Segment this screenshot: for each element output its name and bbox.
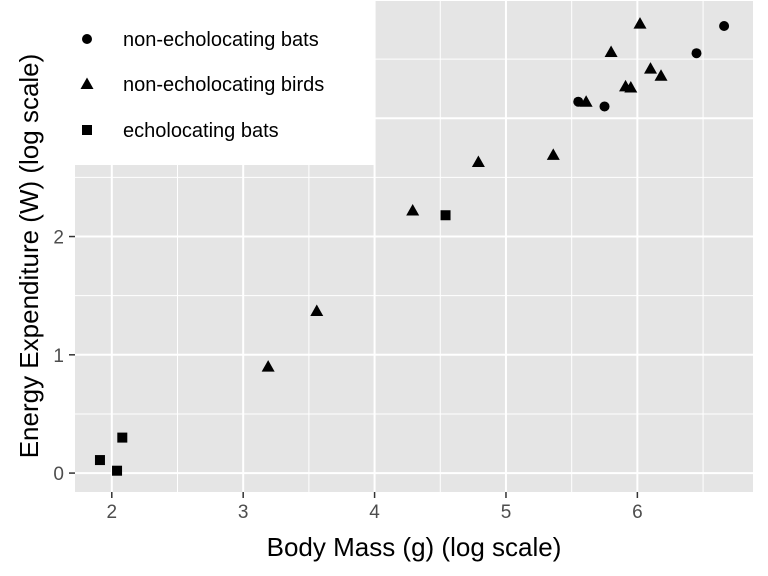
triangle-point: [654, 69, 668, 81]
x-tick-label: 6: [632, 502, 643, 523]
triangle-point: [624, 81, 638, 93]
x-tick-label: 3: [238, 502, 249, 523]
legend: non-echolocating bats non-echolocating bi…: [62, 0, 375, 165]
square-point: [94, 455, 105, 466]
x-tick-label: 2: [107, 502, 118, 523]
y-tick-label: 0: [53, 464, 64, 485]
triangle-point: [261, 360, 275, 372]
data-points: [94, 17, 730, 476]
circle-point: [573, 96, 584, 107]
triangle-point: [406, 204, 420, 216]
legend-square-key: [82, 125, 92, 135]
circle-point: [691, 48, 702, 59]
y-tick-label: 2: [53, 228, 64, 249]
square-point: [440, 210, 451, 221]
legend-label: echolocating bats: [123, 120, 279, 142]
triangle-point: [471, 155, 485, 168]
circle-point: [719, 21, 730, 32]
legend-background: [62, 0, 375, 165]
triangle-point: [546, 148, 560, 160]
legend-circle-key: [82, 34, 92, 44]
legend-label: non-echolocating birds: [123, 74, 324, 96]
y-axis-title: Energy Expenditure (W) (log scale): [14, 54, 44, 459]
legend-label: non-echolocating bats: [123, 29, 319, 51]
x-axis-title: Body Mass (g) (log scale): [267, 532, 562, 562]
square-point: [117, 432, 128, 443]
x-tick-label: 5: [501, 502, 512, 523]
triangle-point: [604, 45, 618, 58]
square-point: [112, 465, 123, 476]
y-axis-ticks: 0 1 2: [53, 228, 75, 485]
triangle-point: [310, 304, 324, 317]
y-tick-label: 1: [53, 346, 64, 367]
x-tick-label: 4: [369, 502, 380, 523]
triangle-point: [579, 95, 593, 107]
circle-point: [599, 101, 610, 112]
triangle-point: [644, 62, 658, 74]
triangle-point: [633, 17, 647, 29]
legend-triangle-key: [80, 77, 94, 89]
x-axis-ticks: 2 3 4 5 6: [107, 492, 643, 523]
